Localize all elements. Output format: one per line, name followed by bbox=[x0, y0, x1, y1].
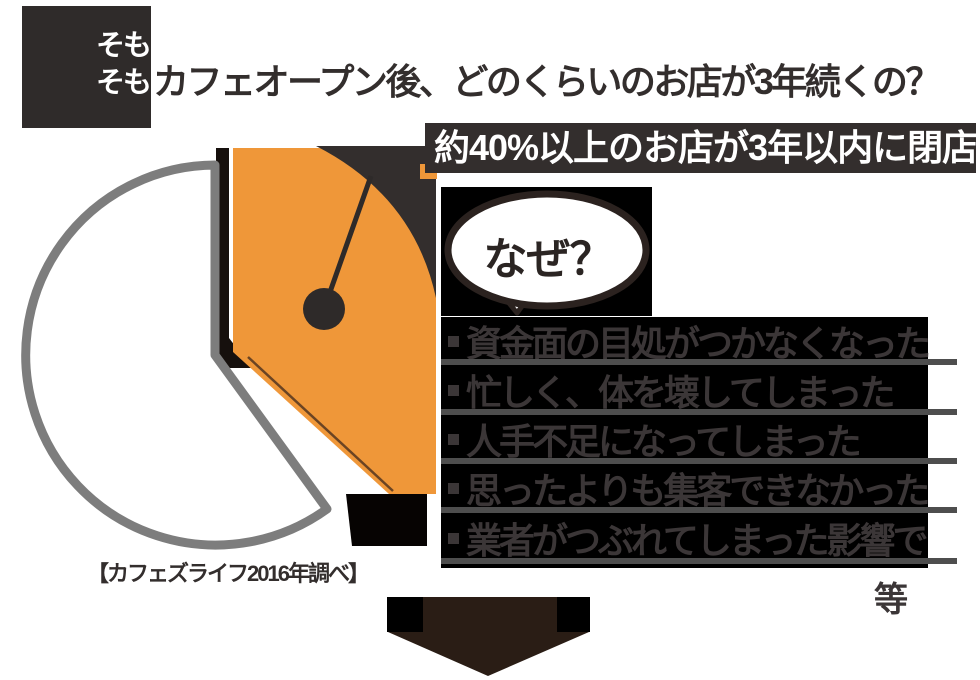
bullet-icon bbox=[448, 433, 459, 445]
reason-item: 人手不足になってしまった bbox=[444, 418, 949, 462]
pointer-line bbox=[321, 175, 374, 310]
question-bubble-text: なぜ？ bbox=[483, 235, 614, 284]
reason-text: 業者がつぶれてしまった影響で bbox=[466, 520, 928, 561]
pie-slice-open bbox=[21, 160, 332, 550]
reason-text: 人手不足になってしまった bbox=[466, 421, 862, 462]
speech-bubble bbox=[444, 190, 650, 310]
etc-label: 等 bbox=[874, 581, 908, 619]
reason-text: 資金面の目処がつかなくなった bbox=[466, 323, 931, 364]
source-caption: 【カフェズライフ2016年調べ】 bbox=[87, 561, 370, 586]
highlight-label-text: 約40%以上のお店が3年以内に閉店 bbox=[434, 127, 978, 168]
badge-text: そも そも bbox=[96, 30, 152, 99]
pie-shadow-band bbox=[216, 148, 252, 368]
separator bbox=[441, 359, 957, 365]
separator bbox=[441, 409, 957, 415]
separator bbox=[441, 507, 957, 513]
pointer-dot-icon bbox=[303, 288, 345, 330]
reason-text: 思ったよりも集客できなかった bbox=[466, 470, 930, 511]
separator bbox=[441, 558, 957, 564]
bullet-icon bbox=[448, 482, 459, 494]
reason-item: 忙しく、体を壊してしまった bbox=[444, 369, 949, 413]
separator bbox=[441, 458, 957, 464]
reason-item: 業者がつぶれてしまった影響で bbox=[444, 517, 949, 561]
bullet-icon bbox=[448, 335, 459, 347]
pie-shadow-block bbox=[346, 494, 427, 546]
reason-text: 忙しく、体を壊してしまった bbox=[466, 372, 895, 413]
pie-shadow-wedge bbox=[316, 146, 436, 298]
reason-item: 思ったよりも集客できなかった bbox=[444, 467, 949, 511]
slice-accent-line bbox=[247, 356, 394, 492]
down-arrow-icon bbox=[388, 597, 589, 676]
reason-item: 資金面の目処がつかなくなった bbox=[444, 320, 949, 364]
reasons-panel bbox=[441, 317, 928, 568]
sotomosomo-badge: そも そも bbox=[22, 6, 152, 128]
highlight-label-box: 約40%以上のお店が3年以内に閉店 bbox=[425, 123, 978, 173]
page-title: カフェオープン後、どのくらいのお店が3年続くの？ bbox=[153, 61, 941, 102]
bullet-icon bbox=[448, 384, 459, 396]
bullet-icon bbox=[448, 532, 459, 544]
